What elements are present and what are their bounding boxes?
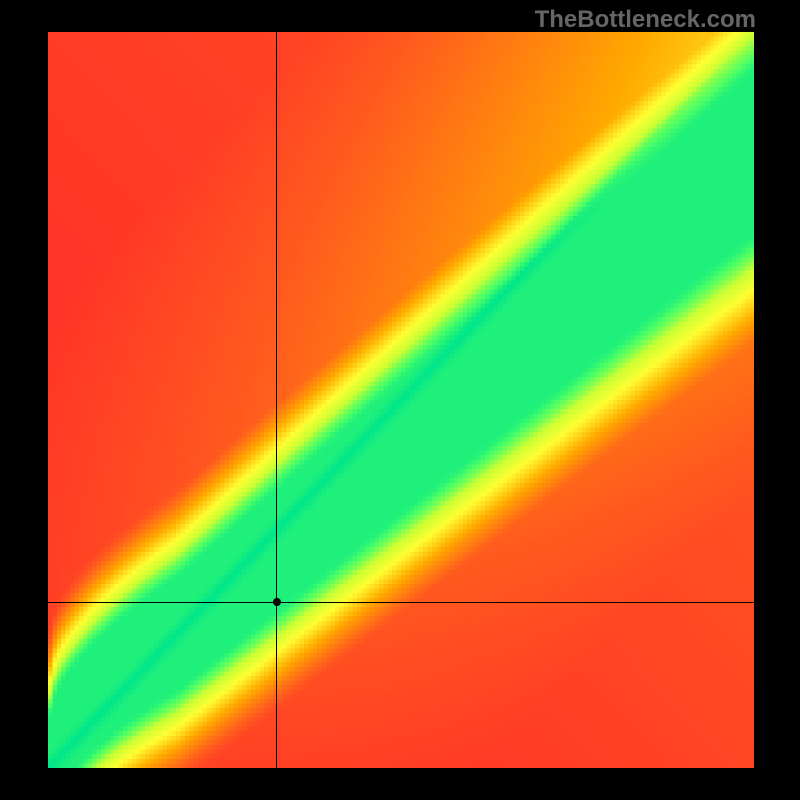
heatmap-canvas: [48, 32, 754, 768]
watermark-text: TheBottleneck.com: [535, 6, 756, 34]
crosshair-vertical: [276, 32, 277, 768]
crosshair-horizontal: [48, 602, 754, 603]
chart-container: TheBottleneck.com: [0, 0, 800, 800]
